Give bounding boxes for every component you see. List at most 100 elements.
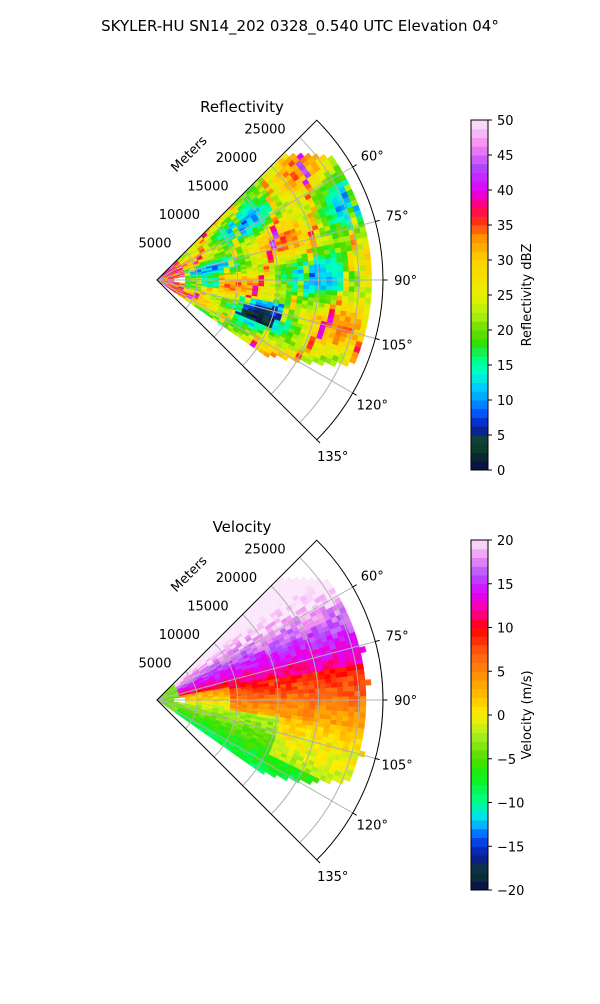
colorbar-tick-label: −5 [497,753,516,768]
azimuth-tick [375,338,379,339]
field-cell [360,282,366,288]
colorbar-segment [471,321,488,330]
field-cell [349,282,355,287]
colorbar-segment [471,348,488,357]
field-cell [360,712,366,718]
field-cell [259,695,265,698]
colorbar-segment [471,776,488,785]
colorbar-segment [471,313,488,322]
field-cell [325,715,331,720]
field-cell [325,295,331,300]
field-cell [309,689,315,693]
field-cell [287,705,293,709]
field-cell [343,702,349,707]
field-cell [355,282,361,287]
field-cell [342,296,348,301]
field-cell [270,278,276,281]
field-cell [348,297,354,303]
colorbar-segment [471,785,488,794]
colorbar-segment [471,654,488,663]
field-cell [242,696,248,698]
field-cell [247,281,253,284]
field-cell [292,686,298,690]
field-cell [292,690,298,694]
field-cell [349,271,355,276]
field-cell [366,271,372,277]
field-cell [281,688,287,692]
colorbar-tick-label: 5 [497,665,505,680]
colorbar-tick-label: −10 [497,797,524,812]
field-cell [338,702,344,707]
colorbar-segment [471,435,488,444]
colorbar-tick-label: 15 [497,578,514,593]
field-cell [303,685,309,689]
field-cell [331,295,337,300]
field-cell [364,248,370,254]
colorbar-segment [471,566,488,575]
field-cell [337,262,343,267]
field-cell [321,281,327,285]
colorbar-segment [471,461,488,470]
field-cell [343,291,349,296]
range-axis-label: Meters [169,553,211,595]
field-cell [353,255,359,261]
colorbar-tick-label: 5 [497,429,505,444]
field-cell [321,273,327,278]
field-cell [225,697,231,699]
field-cell [360,292,366,298]
field-cell [247,696,253,699]
field-cell [321,277,327,281]
field-cell [342,677,348,683]
field-cell [360,271,366,277]
field-cell [298,289,304,293]
field-cell [326,688,332,693]
colorbar-segment [471,750,488,759]
colorbar-segment [471,811,488,820]
field-cell [225,277,231,279]
field-cell [330,253,336,258]
colorbar-segment [471,838,488,847]
field-cell [236,696,242,698]
field-cell [342,716,348,721]
field-cell [353,302,359,308]
field-cell [230,277,236,279]
field-cell [354,261,360,267]
field-cell [298,690,304,694]
field-cell [343,287,349,292]
azimuth-tick-label: 90° [394,274,417,289]
azimuth-tick-label: 120° [357,818,388,833]
field-cell [298,694,304,698]
field-cell [326,683,332,688]
field-cell [304,285,310,289]
field-cell [281,704,287,708]
field-cell [358,303,364,309]
field-cell [353,297,359,303]
field-cell [298,270,304,274]
colorbar-tick-label: 15 [497,359,514,374]
field-cell [353,670,359,676]
field-cell [304,689,310,693]
field-cell [298,274,304,278]
field-cell [281,694,287,697]
field-cell [293,278,299,282]
field-cell [326,277,332,282]
azimuth-tick [353,393,357,395]
field-cell [304,277,310,281]
field-cell [309,709,315,713]
field-cell [321,693,327,698]
field-cell [264,695,270,698]
field-cell [332,286,338,291]
field-cell [326,272,332,277]
field-cell [349,266,355,271]
figure-title: SKYLER-HU SN14_202 0328_0.540 UTC Elevat… [101,17,499,36]
field-cell [253,693,259,696]
field-cell [359,718,365,724]
field-cell [309,269,315,273]
colorbar-tick-label: 0 [497,709,505,724]
field-cell [366,287,372,293]
field-cell [338,277,344,282]
colorbar-segment [471,724,488,733]
field-cell [293,698,299,702]
colorbar-segment [471,155,488,164]
